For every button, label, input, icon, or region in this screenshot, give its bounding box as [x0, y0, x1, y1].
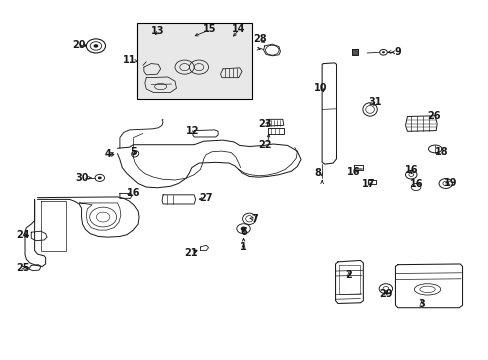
- Text: 29: 29: [378, 289, 392, 298]
- Text: 16: 16: [346, 167, 360, 177]
- Text: 12: 12: [185, 126, 199, 136]
- Text: 13: 13: [150, 26, 163, 36]
- Text: 14: 14: [231, 24, 245, 34]
- Text: 16: 16: [404, 165, 417, 175]
- Text: 7: 7: [251, 214, 258, 224]
- Text: 5: 5: [130, 148, 137, 157]
- Text: 21: 21: [183, 248, 197, 258]
- Text: 3: 3: [418, 299, 425, 309]
- Text: 9: 9: [394, 46, 401, 57]
- Bar: [137, 23, 251, 99]
- Text: 1: 1: [240, 242, 246, 252]
- Text: 10: 10: [313, 83, 326, 93]
- Text: 4: 4: [104, 149, 111, 158]
- Text: 19: 19: [443, 178, 456, 188]
- Bar: [351, 50, 356, 54]
- Text: 20: 20: [72, 40, 86, 50]
- Text: 27: 27: [199, 193, 212, 203]
- Text: 31: 31: [367, 98, 381, 107]
- Text: 24: 24: [16, 230, 30, 240]
- Circle shape: [98, 176, 102, 179]
- Text: 17: 17: [362, 179, 375, 189]
- Text: 6: 6: [240, 227, 246, 237]
- Text: 23: 23: [257, 118, 271, 129]
- Circle shape: [381, 51, 384, 53]
- Text: 25: 25: [16, 263, 30, 273]
- Text: 18: 18: [434, 148, 448, 157]
- Text: 28: 28: [252, 34, 266, 44]
- Text: 16: 16: [409, 179, 423, 189]
- Text: 22: 22: [257, 140, 271, 150]
- Circle shape: [93, 44, 98, 48]
- Text: 8: 8: [313, 168, 320, 178]
- Text: 26: 26: [426, 112, 440, 121]
- Text: 15: 15: [203, 24, 216, 34]
- Circle shape: [240, 226, 246, 231]
- Text: 11: 11: [122, 55, 136, 65]
- Text: 30: 30: [76, 173, 89, 183]
- Text: 2: 2: [345, 270, 352, 280]
- Text: 16: 16: [126, 188, 140, 198]
